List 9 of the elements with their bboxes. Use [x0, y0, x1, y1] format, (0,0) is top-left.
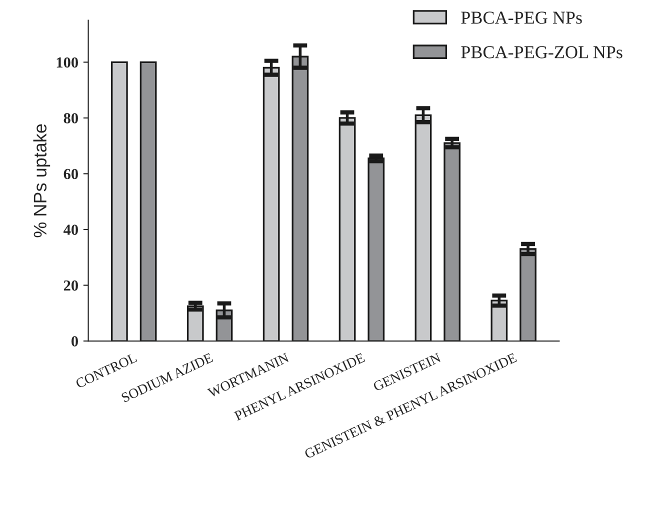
y-tick-label: 80: [64, 113, 78, 124]
y-tick-label: 100: [56, 57, 78, 68]
legend-label: PBCA-PEG-ZOL NPs: [461, 46, 622, 58]
legend-label: PBCA-PEG NPs: [461, 12, 582, 24]
y-tick-label: 40: [64, 224, 78, 235]
y-tick-label: 20: [64, 280, 78, 291]
y-tick-label: 60: [64, 168, 78, 180]
y-tick-label: 0: [72, 336, 78, 346]
y-axis-title: % NPs uptake: [33, 124, 50, 238]
